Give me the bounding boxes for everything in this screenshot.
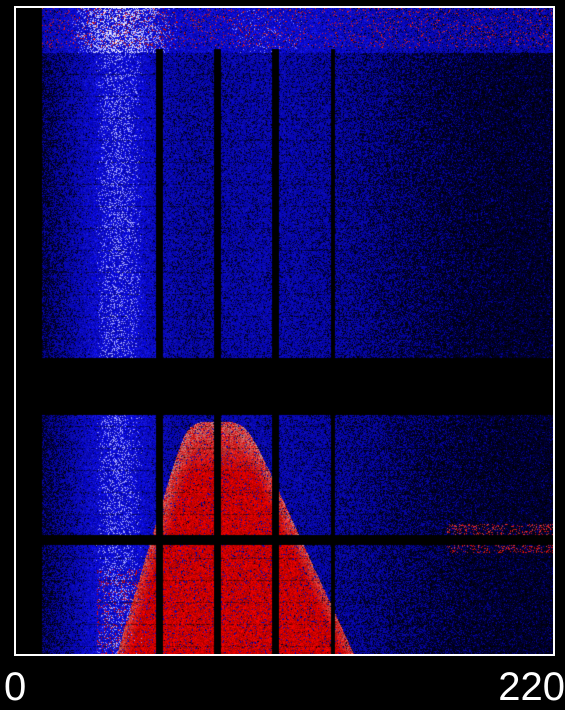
heatmap-image	[16, 8, 553, 654]
x-tick-label-min: 0	[4, 665, 27, 709]
heatmap-plot-area	[14, 6, 555, 656]
x-tick-label-max: 220	[498, 665, 565, 709]
